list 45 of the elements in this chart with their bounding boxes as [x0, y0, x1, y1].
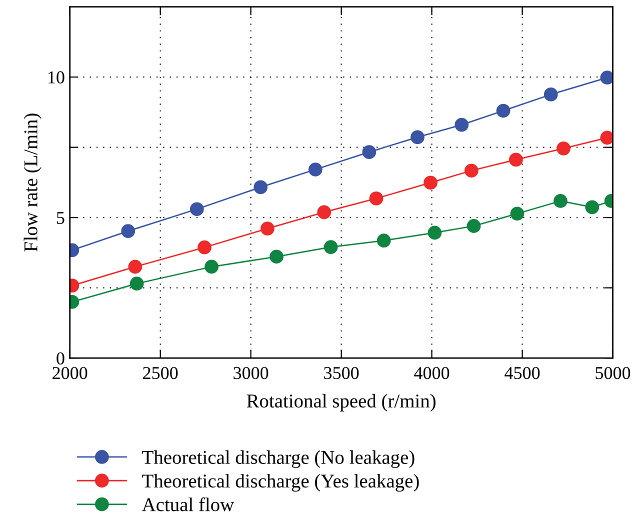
point	[556, 141, 570, 156]
point	[362, 145, 376, 160]
legend-label: Theoretical discharge (Yes leakage)	[142, 474, 419, 492]
point	[428, 226, 442, 240]
x-tick-label: 3500	[324, 366, 359, 380]
legend-label: Theoretical discharge (No leakage)	[142, 450, 414, 468]
legend-label: Actual flow	[142, 497, 234, 512]
point	[424, 176, 438, 190]
point	[324, 240, 338, 254]
point	[464, 164, 478, 178]
point	[554, 194, 568, 208]
point	[600, 70, 613, 85]
point	[410, 130, 424, 144]
point	[204, 260, 218, 274]
point	[544, 88, 558, 102]
x-tick-label: 4500	[504, 366, 540, 380]
point	[466, 219, 481, 233]
point	[585, 200, 600, 214]
point	[308, 162, 322, 176]
point	[260, 222, 274, 236]
y-axis-title: Flow rate (L/min)	[24, 114, 42, 252]
y-tick-label: 10	[48, 71, 64, 84]
point	[270, 250, 284, 264]
x-tick-label: 2000	[52, 366, 88, 380]
y-tick-label: 5	[57, 212, 64, 224]
point	[121, 224, 136, 238]
x-tick-label: 3000	[234, 366, 268, 380]
point	[190, 202, 204, 216]
point	[496, 104, 510, 118]
point	[198, 240, 212, 254]
point	[376, 234, 391, 248]
point	[317, 205, 332, 220]
point	[600, 130, 613, 145]
point	[454, 118, 469, 132]
point	[509, 152, 523, 167]
point	[510, 206, 524, 221]
x-tick-label: 4000	[414, 366, 450, 380]
point	[254, 180, 268, 194]
x-axis-title: Rotational speed (r/min)	[246, 394, 436, 412]
point	[130, 276, 144, 291]
x-tick-label: 5000	[596, 366, 630, 380]
point	[369, 192, 384, 206]
x-tick-label: 2500	[143, 366, 178, 380]
y-tick-label: 0	[56, 352, 64, 365]
point	[128, 260, 142, 274]
